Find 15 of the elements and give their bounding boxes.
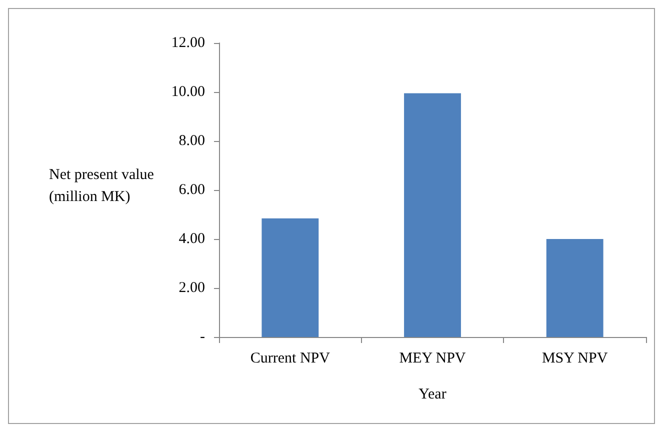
y-tick-label: 6.00 <box>178 182 205 198</box>
y-tick-label: 8.00 <box>178 133 205 149</box>
y-tick-label: 10.00 <box>171 84 205 100</box>
y-tick-label: - <box>200 329 205 345</box>
x-tick-label: Current NPV <box>250 350 330 366</box>
x-tick-label: MSY NPV <box>542 350 608 366</box>
y-axis-title: Net present value (million MK) <box>49 167 158 205</box>
x-tick-label: MEY NPV <box>399 350 466 366</box>
x-axis-title: Year <box>418 386 446 402</box>
y-tick-label: 4.00 <box>178 231 205 247</box>
y-tick-label: 12.00 <box>171 35 205 51</box>
bar <box>404 93 461 337</box>
bar <box>546 239 604 337</box>
bar <box>262 218 319 337</box>
y-tick-label: 2.00 <box>178 280 205 296</box>
